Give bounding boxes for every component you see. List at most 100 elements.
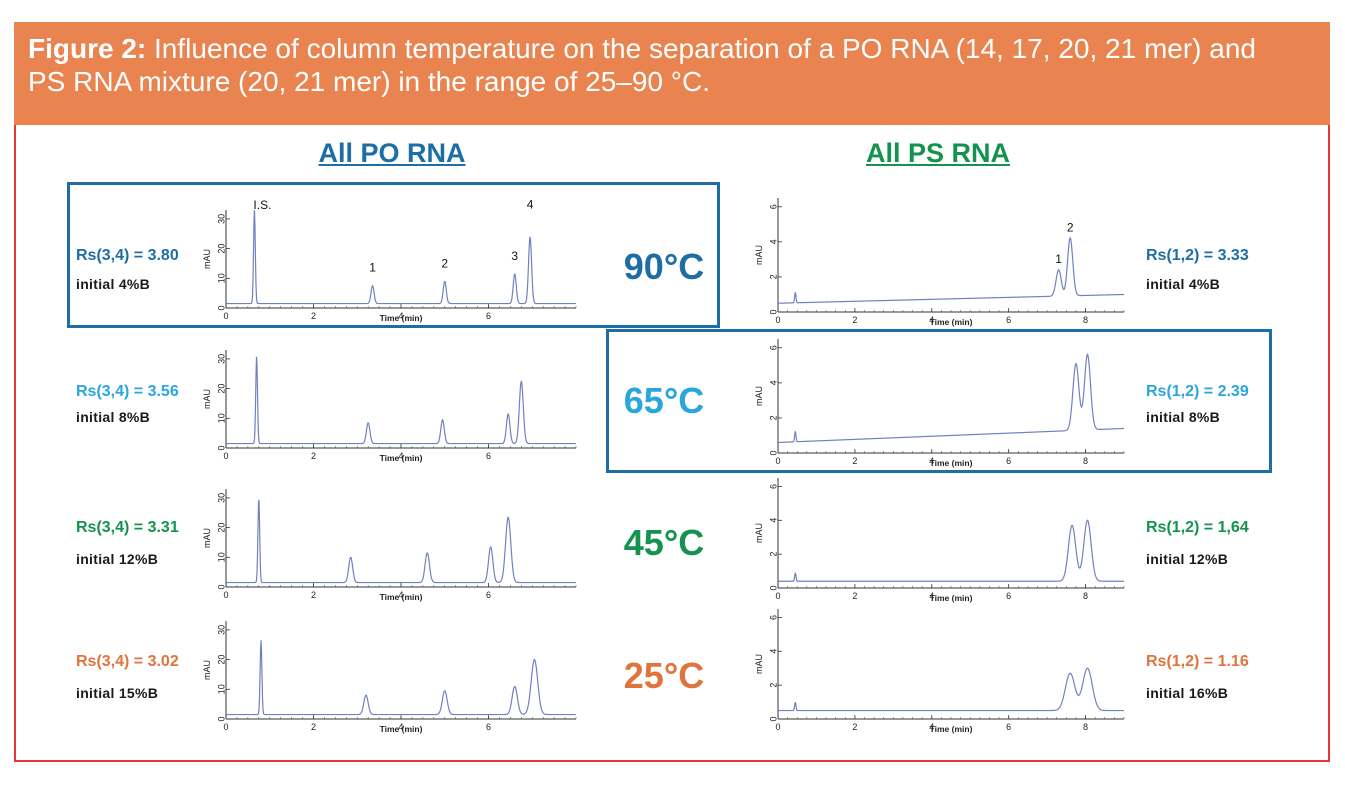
y-tick-label: 2 bbox=[768, 552, 778, 557]
y-tick-label: 0 bbox=[768, 716, 778, 721]
ps-rs-45: Rs(1,2) = 1,64 bbox=[1146, 519, 1249, 536]
po-rs-90: Rs(3,4) = 3.80 bbox=[76, 247, 179, 264]
chromatogram-ps-90: 0 2 4 6 8 0 2 4 6 Time (min) mAU 1 2 bbox=[754, 198, 1125, 327]
figure-caption: Figure 2: Influence of column temperatur… bbox=[14, 22, 1330, 125]
y-tick-label: 4 bbox=[768, 518, 778, 523]
x-tick-label: 6 bbox=[1006, 591, 1011, 601]
chromatogram-ps-65: 0 2 4 6 8 0 2 4 6 Time (min) mAU bbox=[754, 339, 1125, 468]
y-tick-label: 30 bbox=[216, 493, 226, 503]
y-tick-label: 0 bbox=[216, 716, 226, 721]
ps-initial-25: initial 16%B bbox=[1146, 685, 1229, 701]
y-tick-label: 0 bbox=[768, 450, 778, 455]
y-tick-label: 4 bbox=[768, 649, 778, 654]
x-tick-label: 4 bbox=[398, 722, 403, 732]
temperature-label-65: 65°C bbox=[623, 380, 705, 421]
y-tick-label: 0 bbox=[768, 309, 778, 314]
chromatogram-trace bbox=[226, 499, 576, 584]
x-tick-label: 6 bbox=[1006, 315, 1011, 325]
highlight-box-po-90 bbox=[67, 182, 720, 328]
y-tick-label: 2 bbox=[768, 274, 778, 279]
chromatogram-trace bbox=[778, 519, 1124, 582]
x-tick-label: 4 bbox=[929, 591, 934, 601]
y-tick-label: 6 bbox=[768, 484, 778, 489]
x-tick-label: 4 bbox=[398, 311, 403, 321]
x-tick-label: 2 bbox=[852, 591, 857, 601]
x-axis-label: Time (min) bbox=[930, 317, 973, 327]
peak-label: 2 bbox=[1067, 220, 1074, 234]
po-rs-25: Rs(3,4) = 3.02 bbox=[76, 653, 179, 670]
po-initial-45: initial 12%B bbox=[76, 551, 159, 567]
peak-label: I.S. bbox=[253, 198, 271, 212]
chromatogram-ps-25: 0 2 4 6 8 0 2 4 6 Time (min) mAU bbox=[754, 609, 1125, 734]
ps-column-title: All PS RNA bbox=[865, 138, 1011, 168]
ps-initial-90: initial 4%B bbox=[1146, 276, 1221, 292]
po-initial-90: initial 4%B bbox=[76, 276, 151, 292]
y-axis-label: mAU bbox=[754, 523, 764, 543]
chromatogram-ps-45: 0 2 4 6 8 0 2 4 6 Time (min) mAU bbox=[754, 478, 1125, 603]
y-tick-label: 4 bbox=[768, 380, 778, 385]
x-tick-label: 2 bbox=[311, 451, 316, 461]
y-tick-label: 2 bbox=[768, 683, 778, 688]
y-tick-label: 30 bbox=[216, 214, 226, 224]
x-tick-label: 0 bbox=[223, 590, 228, 600]
x-tick-label: 2 bbox=[311, 590, 316, 600]
ps-rs-90: Rs(1,2) = 3.33 bbox=[1146, 247, 1249, 264]
temperature-label-90: 90°C bbox=[623, 246, 705, 287]
x-tick-label: 6 bbox=[486, 722, 491, 732]
x-axis-label: Time (min) bbox=[930, 458, 973, 468]
x-tick-label: 8 bbox=[1083, 591, 1088, 601]
po-initial-25: initial 15%B bbox=[76, 685, 159, 701]
chromatogram-po-90: 0 2 4 6 0 10 20 30 Time (min) mAU I.S. 1 2 3 4 bbox=[202, 198, 577, 323]
y-tick-label: 20 bbox=[216, 523, 226, 533]
x-tick-label: 8 bbox=[1083, 456, 1088, 466]
y-tick-label: 0 bbox=[768, 585, 778, 590]
y-tick-label: 4 bbox=[768, 239, 778, 244]
y-tick-label: 30 bbox=[216, 625, 226, 635]
x-tick-label: 0 bbox=[775, 456, 780, 466]
figure-label: Figure 2: bbox=[28, 33, 147, 64]
x-tick-label: 6 bbox=[486, 311, 491, 321]
temperature-label-25: 25°C bbox=[623, 655, 705, 696]
x-tick-label: 4 bbox=[398, 590, 403, 600]
y-tick-label: 0 bbox=[216, 445, 226, 450]
po-column-title: All PO RNA bbox=[318, 138, 466, 168]
y-tick-label: 10 bbox=[216, 273, 226, 283]
chromatogram-trace bbox=[778, 667, 1124, 712]
x-axis-label: Time (min) bbox=[380, 313, 423, 323]
x-tick-label: 4 bbox=[398, 451, 403, 461]
caption-line-2: PS RNA mixture (20, 21 mer) in the range… bbox=[28, 66, 710, 97]
peak-label: 3 bbox=[511, 249, 518, 263]
peak-label: 1 bbox=[369, 261, 376, 275]
y-tick-label: 30 bbox=[216, 354, 226, 364]
x-tick-label: 4 bbox=[929, 722, 934, 732]
chromatogram-trace bbox=[226, 640, 576, 716]
x-axis-label: Time (min) bbox=[380, 724, 423, 734]
peak-label: 1 bbox=[1055, 252, 1062, 266]
y-axis-label: mAU bbox=[202, 389, 212, 409]
x-tick-label: 6 bbox=[1006, 456, 1011, 466]
chromatogram-trace bbox=[226, 356, 576, 445]
x-tick-label: 2 bbox=[311, 311, 316, 321]
y-tick-label: 20 bbox=[216, 244, 226, 254]
y-tick-label: 6 bbox=[768, 345, 778, 350]
po-rs-45: Rs(3,4) = 3.31 bbox=[76, 519, 179, 536]
y-axis-label: mAU bbox=[202, 660, 212, 680]
y-axis-label: mAU bbox=[754, 386, 764, 406]
chromatogram-po-25: 0 2 4 6 0 10 20 30 Time (min) mAU bbox=[202, 621, 577, 734]
po-initial-65: initial 8%B bbox=[76, 409, 151, 425]
y-axis-label: mAU bbox=[754, 654, 764, 674]
x-axis-label: Time (min) bbox=[380, 453, 423, 463]
x-tick-label: 2 bbox=[852, 456, 857, 466]
peak-label: 4 bbox=[527, 198, 534, 212]
chromatogram-trace bbox=[777, 236, 1125, 304]
y-axis-label: mAU bbox=[754, 245, 764, 265]
y-tick-label: 6 bbox=[768, 204, 778, 209]
x-tick-label: 6 bbox=[1006, 722, 1011, 732]
x-axis-label: Time (min) bbox=[930, 724, 973, 734]
y-tick-label: 20 bbox=[216, 384, 226, 394]
x-tick-label: 4 bbox=[929, 315, 934, 325]
x-tick-label: 4 bbox=[929, 456, 934, 466]
ps-initial-45: initial 12%B bbox=[1146, 551, 1229, 567]
y-tick-label: 6 bbox=[768, 615, 778, 620]
x-tick-label: 0 bbox=[223, 451, 228, 461]
